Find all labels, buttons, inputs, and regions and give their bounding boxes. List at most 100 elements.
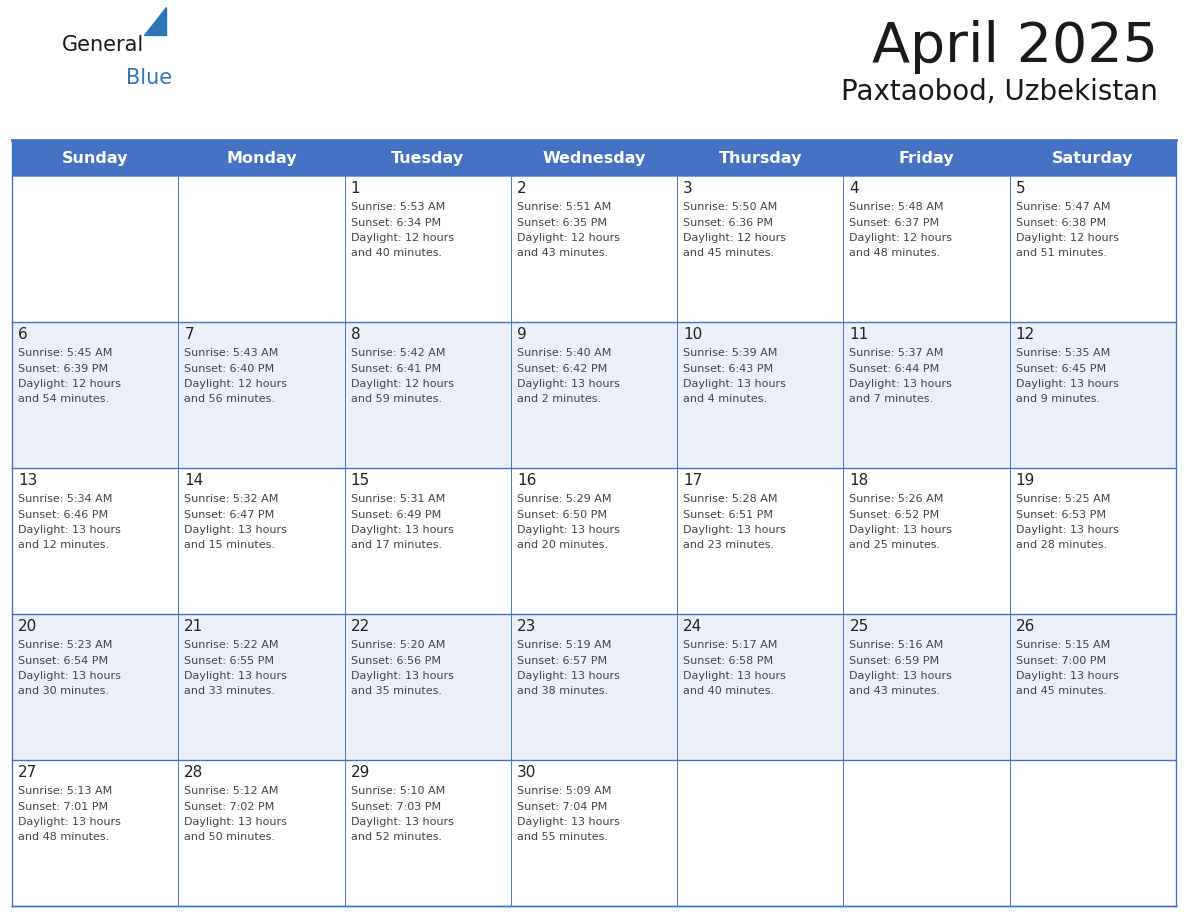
Text: Sunset: 6:45 PM: Sunset: 6:45 PM bbox=[1016, 364, 1106, 374]
Text: Sunrise: 5:32 AM: Sunrise: 5:32 AM bbox=[184, 494, 279, 504]
Text: Sunset: 6:47 PM: Sunset: 6:47 PM bbox=[184, 509, 274, 520]
Text: 9: 9 bbox=[517, 327, 526, 342]
Text: 2: 2 bbox=[517, 181, 526, 196]
Text: Sunset: 6:40 PM: Sunset: 6:40 PM bbox=[184, 364, 274, 374]
Text: Daylight: 12 hours: Daylight: 12 hours bbox=[1016, 233, 1119, 243]
Bar bbox=[1010, 468, 1176, 614]
Bar bbox=[677, 176, 843, 322]
Text: Sunday: Sunday bbox=[62, 151, 128, 165]
Text: and 28 minutes.: and 28 minutes. bbox=[1016, 541, 1107, 551]
Bar bbox=[677, 468, 843, 614]
Bar bbox=[12, 614, 178, 760]
Bar bbox=[345, 176, 511, 322]
Text: Saturday: Saturday bbox=[1053, 151, 1133, 165]
Bar bbox=[178, 760, 345, 906]
Text: and 35 minutes.: and 35 minutes. bbox=[350, 687, 442, 697]
Text: Sunrise: 5:35 AM: Sunrise: 5:35 AM bbox=[1016, 348, 1110, 358]
Text: 6: 6 bbox=[18, 327, 27, 342]
Text: Sunrise: 5:23 AM: Sunrise: 5:23 AM bbox=[18, 640, 113, 650]
Bar bbox=[178, 614, 345, 760]
Text: Daylight: 13 hours: Daylight: 13 hours bbox=[350, 525, 454, 535]
Bar bbox=[677, 322, 843, 468]
Text: Daylight: 13 hours: Daylight: 13 hours bbox=[1016, 379, 1119, 389]
Text: Daylight: 12 hours: Daylight: 12 hours bbox=[517, 233, 620, 243]
Text: 16: 16 bbox=[517, 473, 536, 488]
Text: Sunrise: 5:51 AM: Sunrise: 5:51 AM bbox=[517, 202, 611, 212]
Text: and 50 minutes.: and 50 minutes. bbox=[184, 833, 276, 843]
Text: Sunrise: 5:19 AM: Sunrise: 5:19 AM bbox=[517, 640, 612, 650]
Text: Sunset: 7:01 PM: Sunset: 7:01 PM bbox=[18, 801, 108, 812]
Text: Daylight: 12 hours: Daylight: 12 hours bbox=[849, 233, 953, 243]
Text: Sunrise: 5:37 AM: Sunrise: 5:37 AM bbox=[849, 348, 943, 358]
Text: Daylight: 13 hours: Daylight: 13 hours bbox=[517, 379, 620, 389]
Bar bbox=[1010, 140, 1176, 176]
Bar bbox=[511, 322, 677, 468]
Text: Daylight: 13 hours: Daylight: 13 hours bbox=[849, 525, 953, 535]
Text: Sunset: 6:42 PM: Sunset: 6:42 PM bbox=[517, 364, 607, 374]
Bar bbox=[843, 140, 1010, 176]
Text: and 4 minutes.: and 4 minutes. bbox=[683, 395, 767, 405]
Text: 1: 1 bbox=[350, 181, 360, 196]
Text: Daylight: 13 hours: Daylight: 13 hours bbox=[18, 525, 121, 535]
Text: Daylight: 13 hours: Daylight: 13 hours bbox=[517, 525, 620, 535]
Text: 20: 20 bbox=[18, 619, 37, 634]
Bar bbox=[12, 322, 178, 468]
Text: Sunrise: 5:34 AM: Sunrise: 5:34 AM bbox=[18, 494, 113, 504]
Text: Daylight: 13 hours: Daylight: 13 hours bbox=[1016, 671, 1119, 681]
Text: Sunrise: 5:09 AM: Sunrise: 5:09 AM bbox=[517, 786, 612, 796]
Text: Sunset: 6:44 PM: Sunset: 6:44 PM bbox=[849, 364, 940, 374]
Text: and 59 minutes.: and 59 minutes. bbox=[350, 395, 442, 405]
Text: Sunrise: 5:40 AM: Sunrise: 5:40 AM bbox=[517, 348, 612, 358]
Text: 10: 10 bbox=[683, 327, 702, 342]
Bar bbox=[843, 468, 1010, 614]
Text: Blue: Blue bbox=[126, 68, 172, 88]
Text: 24: 24 bbox=[683, 619, 702, 634]
Text: 5: 5 bbox=[1016, 181, 1025, 196]
Bar bbox=[677, 760, 843, 906]
Text: Friday: Friday bbox=[899, 151, 954, 165]
Bar bbox=[12, 140, 178, 176]
Bar bbox=[178, 468, 345, 614]
Text: Daylight: 13 hours: Daylight: 13 hours bbox=[184, 817, 287, 827]
Text: and 52 minutes.: and 52 minutes. bbox=[350, 833, 442, 843]
Polygon shape bbox=[144, 7, 166, 35]
Text: 25: 25 bbox=[849, 619, 868, 634]
Text: Daylight: 13 hours: Daylight: 13 hours bbox=[849, 379, 953, 389]
Text: Sunset: 6:35 PM: Sunset: 6:35 PM bbox=[517, 218, 607, 228]
Bar bbox=[1010, 176, 1176, 322]
Text: 7: 7 bbox=[184, 327, 194, 342]
Text: Sunrise: 5:16 AM: Sunrise: 5:16 AM bbox=[849, 640, 943, 650]
Text: Sunset: 6:37 PM: Sunset: 6:37 PM bbox=[849, 218, 940, 228]
Text: and 33 minutes.: and 33 minutes. bbox=[184, 687, 276, 697]
Text: Daylight: 13 hours: Daylight: 13 hours bbox=[184, 525, 287, 535]
Text: Sunset: 6:46 PM: Sunset: 6:46 PM bbox=[18, 509, 108, 520]
Text: 30: 30 bbox=[517, 765, 536, 780]
Text: and 43 minutes.: and 43 minutes. bbox=[517, 249, 608, 259]
Text: Sunset: 7:03 PM: Sunset: 7:03 PM bbox=[350, 801, 441, 812]
Text: Sunrise: 5:42 AM: Sunrise: 5:42 AM bbox=[350, 348, 446, 358]
Text: Sunset: 7:04 PM: Sunset: 7:04 PM bbox=[517, 801, 607, 812]
Text: Sunset: 6:41 PM: Sunset: 6:41 PM bbox=[350, 364, 441, 374]
Bar bbox=[178, 322, 345, 468]
Bar bbox=[1010, 760, 1176, 906]
Text: and 9 minutes.: and 9 minutes. bbox=[1016, 395, 1100, 405]
Text: Daylight: 12 hours: Daylight: 12 hours bbox=[184, 379, 287, 389]
Text: Sunset: 7:00 PM: Sunset: 7:00 PM bbox=[1016, 655, 1106, 666]
Text: Daylight: 13 hours: Daylight: 13 hours bbox=[683, 671, 786, 681]
Bar bbox=[1010, 614, 1176, 760]
Text: 15: 15 bbox=[350, 473, 369, 488]
Text: Sunset: 6:58 PM: Sunset: 6:58 PM bbox=[683, 655, 773, 666]
Text: Daylight: 13 hours: Daylight: 13 hours bbox=[517, 671, 620, 681]
Bar bbox=[843, 614, 1010, 760]
Text: 19: 19 bbox=[1016, 473, 1035, 488]
Text: and 55 minutes.: and 55 minutes. bbox=[517, 833, 608, 843]
Bar bbox=[511, 760, 677, 906]
Text: 22: 22 bbox=[350, 619, 369, 634]
Text: 14: 14 bbox=[184, 473, 203, 488]
Text: Paxtaobod, Uzbekistan: Paxtaobod, Uzbekistan bbox=[841, 78, 1158, 106]
Text: 28: 28 bbox=[184, 765, 203, 780]
Bar bbox=[843, 322, 1010, 468]
Text: Sunset: 6:54 PM: Sunset: 6:54 PM bbox=[18, 655, 108, 666]
Text: Daylight: 13 hours: Daylight: 13 hours bbox=[1016, 525, 1119, 535]
Bar bbox=[12, 760, 178, 906]
